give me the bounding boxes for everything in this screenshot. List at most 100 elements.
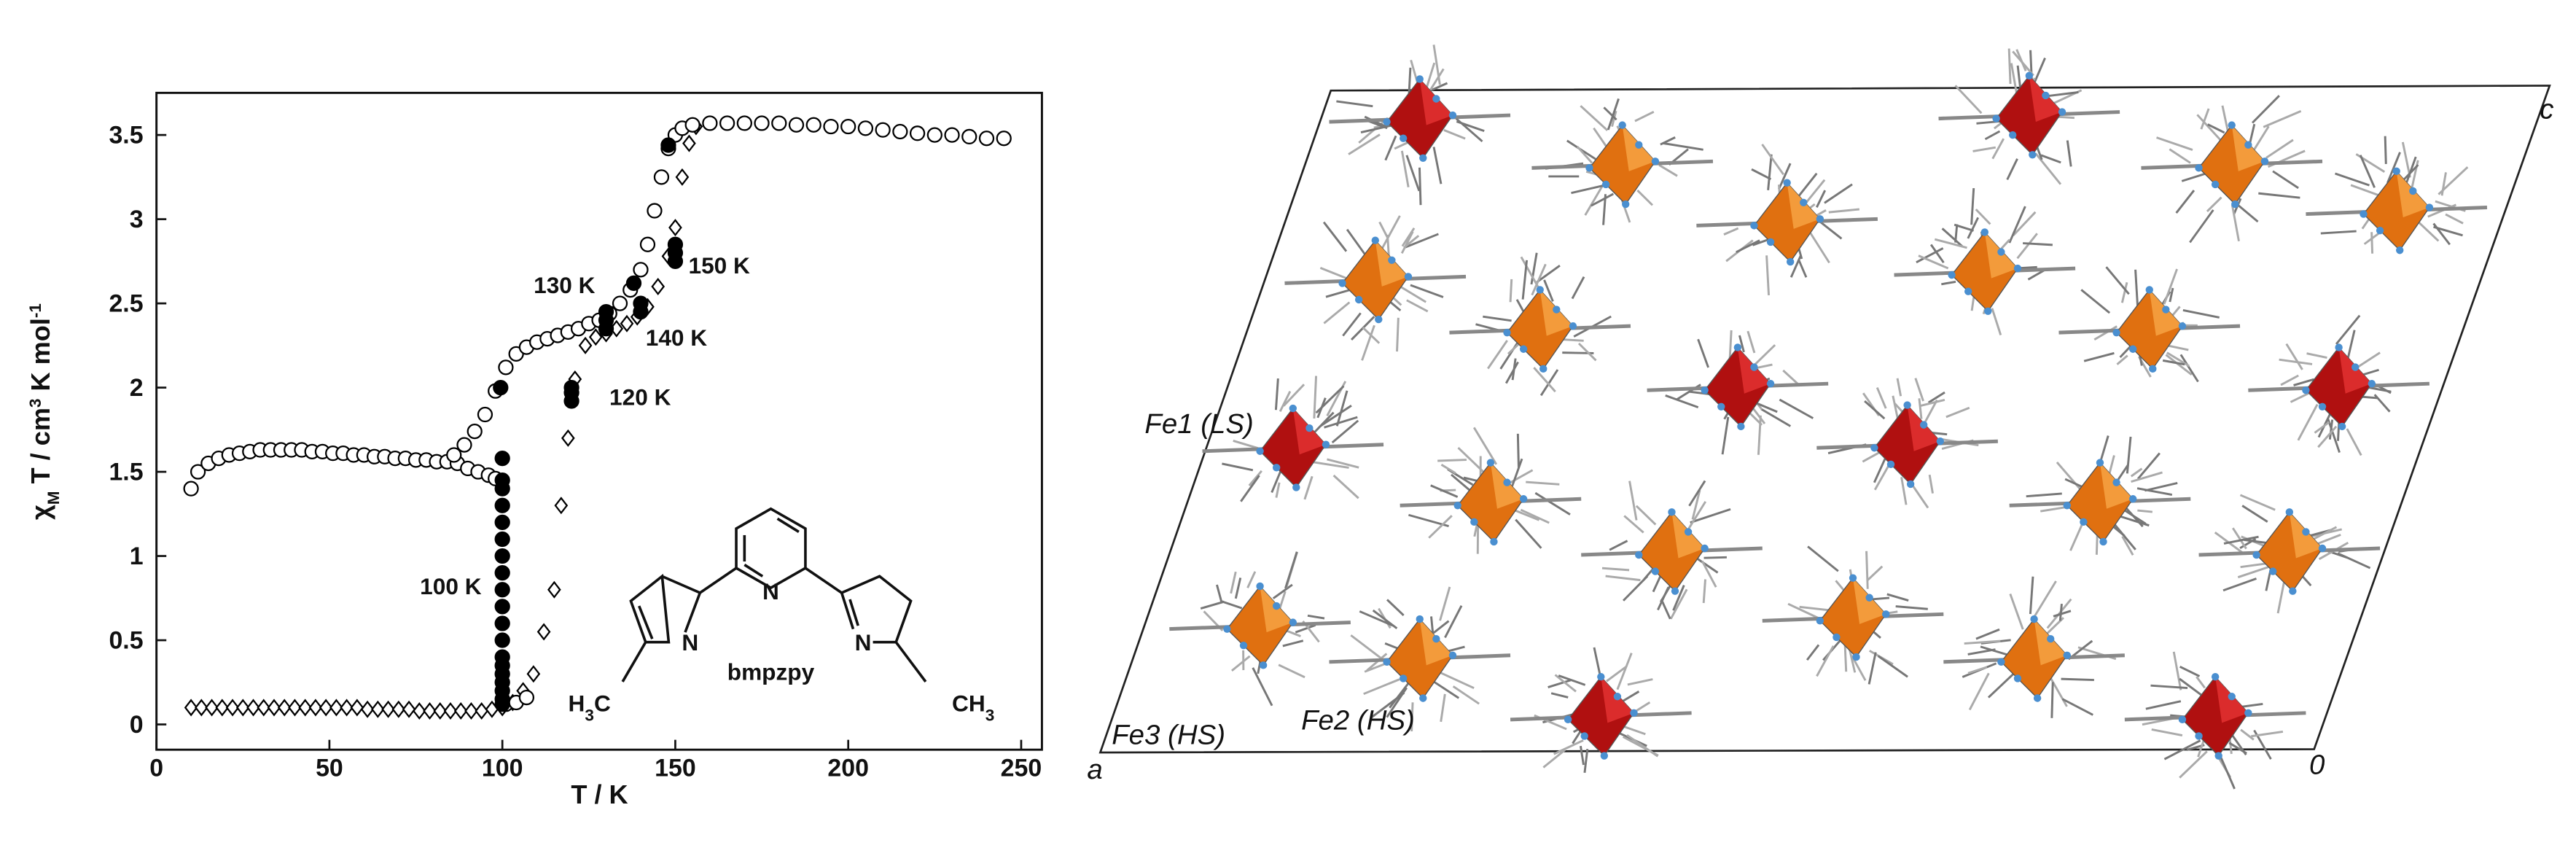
ligand-bond [1593, 127, 1609, 150]
ligand-bond [1697, 338, 1709, 368]
atom [2128, 495, 2137, 503]
ligand-bond [1282, 639, 1304, 647]
ligand-bond [2099, 435, 2109, 462]
ligand-bond [1738, 335, 1745, 353]
annotation: 120 K [609, 384, 671, 411]
data-point [660, 137, 676, 153]
data-point [754, 115, 770, 131]
ligand-bond [1272, 583, 1293, 599]
ligand-bond [1723, 227, 1739, 236]
ligand-bond [2237, 564, 2272, 579]
ligand-bond [2401, 141, 2411, 178]
y-tick-label: 1.5 [109, 458, 143, 486]
ligand-bond [2144, 482, 2178, 492]
ligand-bond [1751, 168, 1772, 181]
site-label: Fe1 (LS) [1144, 408, 1253, 440]
ligand-bond [1240, 475, 1260, 502]
ligand-bond [2163, 739, 2201, 761]
ligand-bond [1622, 736, 1659, 757]
ligand-bond [2166, 351, 2190, 367]
ligand-bond [2026, 492, 2062, 498]
data-point [526, 665, 541, 683]
atom [1701, 386, 1709, 394]
atom [2396, 246, 2404, 254]
ligand-bond [1558, 674, 1586, 686]
ligand-bond [1941, 281, 1956, 286]
ligand-bond [1991, 308, 2002, 335]
ligand-bond [1806, 644, 1820, 661]
ligand-bond [2207, 123, 2225, 134]
ligand-bond [2219, 755, 2236, 790]
ligand-bond [1583, 748, 1589, 773]
ligand-bond [1918, 254, 1949, 270]
ligand-bond [2251, 95, 2280, 124]
ligand-bond [2007, 48, 2012, 85]
ligand-bond [1509, 279, 1513, 303]
atom [1852, 653, 1860, 661]
ligand-bond [1607, 98, 1620, 131]
ligand-bond [1554, 674, 1577, 693]
ligand-bond [2012, 50, 2034, 77]
ligand-bond [1437, 459, 1467, 462]
data-point [235, 699, 250, 717]
ligand-bond [1584, 184, 1604, 216]
data-point [805, 117, 821, 133]
ligand-bond [1577, 342, 1597, 362]
ligand-bond [1394, 141, 1410, 150]
atom [1618, 121, 1626, 129]
ligand-bond [1672, 585, 1685, 611]
ligand-bond [1972, 146, 1997, 152]
ligand-bond [2163, 268, 2178, 305]
ligand-bond [1787, 602, 1819, 620]
atom [2368, 379, 2376, 388]
atom [2099, 537, 2107, 546]
ligand-bond [1246, 571, 1257, 588]
data-point [961, 128, 977, 145]
data-point [433, 702, 448, 720]
data-point [329, 699, 343, 717]
y-tick-label: 2 [130, 374, 144, 402]
ligand-bond [1432, 620, 1450, 634]
ligand-bond [1396, 283, 1426, 303]
atom [2338, 422, 2346, 431]
data-point [653, 169, 670, 185]
data-point [494, 696, 510, 712]
ligand-bond [2105, 266, 2130, 295]
ligand-bond [1807, 545, 1839, 572]
ligand-bond [1428, 515, 1453, 539]
ligand-bond [1660, 599, 1671, 620]
ligand-bond [1381, 215, 1401, 249]
data-point [518, 689, 535, 706]
atom [1486, 459, 1495, 467]
atom [1737, 422, 1745, 431]
data-point [443, 702, 458, 720]
data-point [892, 123, 908, 140]
data-point [308, 699, 323, 717]
ligand-bond [1360, 123, 1396, 133]
atom [1766, 238, 1775, 246]
atom [1833, 633, 1841, 642]
ligand-bond [1803, 179, 1826, 205]
ligand-bond [2083, 351, 2115, 362]
ligand-bond [2363, 232, 2381, 245]
atom [1388, 256, 1396, 264]
atom [1470, 518, 1478, 526]
ligand-bond [2169, 148, 2191, 164]
atom [1448, 651, 1457, 659]
atom [1519, 345, 1528, 353]
bond [621, 641, 647, 682]
data-point [944, 127, 960, 143]
ligand-bond [1634, 111, 1655, 122]
ligand-bond [1789, 254, 1802, 278]
x-tick-label: 250 [1001, 754, 1042, 782]
ligand-bond [1295, 623, 1316, 634]
ligand-bond [2137, 509, 2153, 513]
ligand-bond [1504, 361, 1519, 384]
ligand-bond [1410, 702, 1414, 732]
ligand-bond [1346, 228, 1367, 257]
ligand-bond [2169, 287, 2174, 303]
data-point [494, 531, 510, 548]
atom [2096, 459, 2104, 467]
ligand-bond [1628, 481, 1638, 521]
ligand-bond [2066, 140, 2072, 167]
